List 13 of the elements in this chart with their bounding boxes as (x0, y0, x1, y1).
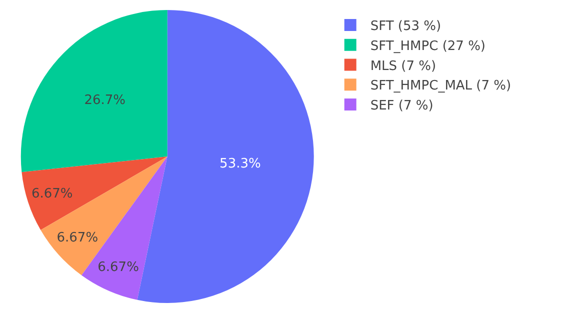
pie-slice (20, 10, 168, 172)
legend-label: SFT_HMPC_MAL (7 %) (370, 78, 512, 94)
pie-slice (137, 10, 314, 303)
data-label: 53.3% (220, 156, 261, 172)
data-label: 26.7% (84, 92, 126, 108)
legend-label: SFT_HMPC (27 %) (370, 38, 486, 54)
legend-label: SFT (53 %) (370, 19, 442, 34)
legend-label: MLS (7 %) (370, 58, 436, 74)
pie-slice (22, 156, 168, 230)
data-label: 6.67% (98, 260, 139, 275)
data-label: 6.67% (56, 230, 98, 246)
data-label: 6.67% (31, 186, 73, 202)
legend-label: SEF (7 %) (370, 98, 434, 114)
